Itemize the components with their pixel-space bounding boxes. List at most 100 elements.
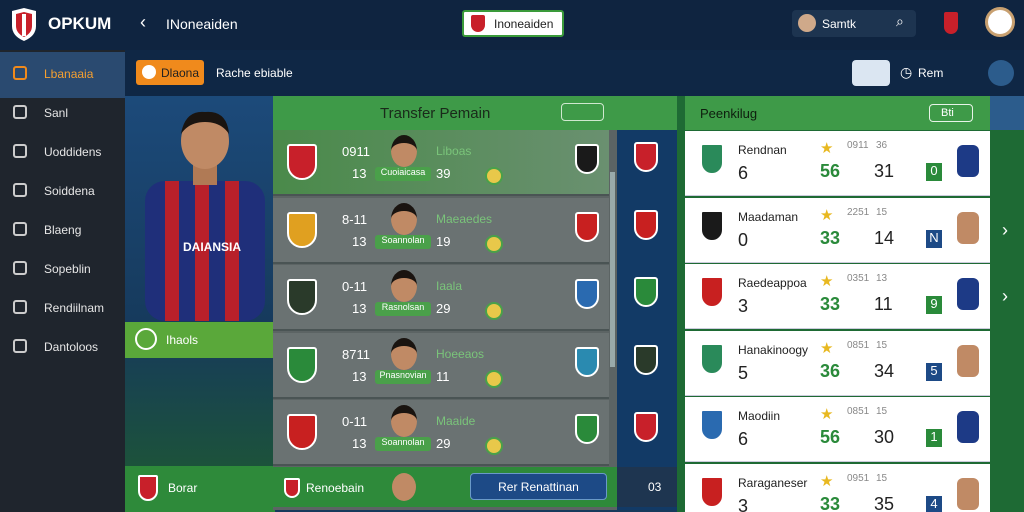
- sidebar-item[interactable]: Lbanaaia: [44, 67, 94, 81]
- ranking-stat-a: 33: [820, 294, 841, 314]
- star: ★: [820, 472, 834, 490]
- transfer-footer-avatar: [392, 473, 416, 501]
- sidebar-icon: [13, 261, 27, 275]
- notification-icon[interactable]: [944, 12, 958, 34]
- transfer-row[interactable]: [273, 197, 609, 264]
- ranking-rank: 6: [738, 163, 749, 183]
- transfer-row[interactable]: [273, 130, 609, 196]
- sidebar-item[interactable]: Uoddidens: [44, 145, 102, 159]
- status-icon: [485, 302, 503, 320]
- ranking-small-a: 0351: [847, 273, 870, 284]
- player-avatar: [391, 270, 417, 302]
- ranking-rank: 0: [738, 229, 749, 250]
- toolbar-badge[interactable]: [988, 60, 1014, 86]
- player-avatar: [391, 337, 417, 370]
- dropdown-icon: [471, 15, 485, 32]
- transfer-row[interactable]: [273, 400, 609, 466]
- player-tag: Pnasnovian: [375, 369, 431, 384]
- club-badge: [634, 277, 658, 307]
- ranking-avatar: [957, 278, 979, 310]
- transfer-row[interactable]: [273, 265, 609, 331]
- club-badge: [700, 143, 724, 175]
- club-badge: [634, 142, 658, 172]
- search-text: Samtk: [822, 17, 857, 31]
- close-button[interactable]: [990, 96, 1024, 130]
- transfer-filter[interactable]: [561, 103, 604, 121]
- star: ★: [820, 406, 834, 423]
- status-icon: [485, 369, 503, 388]
- status-icon: [485, 167, 503, 185]
- sidebar-item[interactable]: Soiddena: [44, 184, 95, 198]
- player-tag: Cuoiaicasa: [375, 167, 431, 181]
- sidebar-icon: [13, 339, 27, 353]
- sidebar-item[interactable]: Sopeblin: [44, 262, 91, 276]
- club-badge: [575, 279, 599, 309]
- transfer-score: 0-11: [342, 279, 368, 294]
- ranking-small-a: 0851: [847, 339, 870, 351]
- ranking-name: Raedeappoa: [738, 276, 807, 290]
- ranking-small-b: 36: [876, 140, 888, 151]
- transfer-title: Transfer Pemain: [380, 105, 491, 122]
- player-name: Iaala: [436, 279, 463, 293]
- next-arrow[interactable]: ›: [1002, 286, 1008, 306]
- transfer-score: 0911: [342, 144, 370, 159]
- sidebar: [0, 50, 125, 512]
- ranking-name: Raraganeser: [738, 475, 808, 490]
- ranking-small-a: 0851: [847, 406, 870, 417]
- club-badge: [575, 211, 599, 242]
- dropdown-label: Inoneaiden: [494, 17, 554, 31]
- star: ★: [820, 339, 834, 357]
- ranking-filter[interactable]: [929, 104, 973, 122]
- player-tag: Soannolan: [375, 234, 431, 249]
- club-badge: [575, 144, 599, 174]
- player-portrait: [145, 111, 265, 321]
- sidebar-item[interactable]: Rendiilnam: [44, 301, 105, 315]
- ranking-stat-a: 36: [820, 360, 841, 381]
- ranking-small-b: 15: [876, 339, 888, 351]
- sidebar-item[interactable]: Dantoloos: [44, 340, 99, 354]
- club-badge: [287, 414, 317, 450]
- transfer-button-label: Rer Renattinan: [498, 480, 579, 494]
- transfer-score: 8711: [342, 346, 370, 362]
- ranking-filter-label: Bti: [941, 107, 954, 119]
- transfer-button[interactable]: [470, 473, 607, 500]
- ranking-stat-a: 56: [820, 161, 841, 181]
- ranking-badge: 0: [926, 163, 942, 181]
- transfer-sub: 13: [352, 436, 367, 451]
- sidebar-item[interactable]: Sanl: [44, 106, 69, 120]
- player-number: 11: [436, 368, 450, 384]
- breadcrumb: INoneaiden: [166, 16, 238, 32]
- ranking-stat-b: 14: [874, 227, 895, 248]
- logo-shield: [12, 8, 36, 41]
- ranking-rank: 3: [738, 495, 749, 512]
- back-button[interactable]: ‹: [140, 12, 146, 32]
- ranking-small-b: 15: [876, 206, 888, 218]
- profile-avatar[interactable]: [985, 7, 1015, 37]
- ranking-row[interactable]: [685, 197, 990, 263]
- player-number: 19: [436, 233, 451, 249]
- ranking-avatar: [957, 477, 979, 510]
- club-badge: [287, 211, 317, 248]
- club-badge: [700, 276, 724, 308]
- search-icon[interactable]: ⌕: [896, 13, 904, 29]
- toolbar-toggle[interactable]: [852, 60, 890, 86]
- search-avatar: [798, 14, 816, 32]
- toolbar-clock: ◷: [900, 64, 913, 80]
- ranking-small-a: 2251: [847, 206, 870, 218]
- next-arrow[interactable]: ›: [1002, 220, 1008, 240]
- ranking-name: Rendnan: [738, 143, 787, 157]
- transfer-row[interactable]: [273, 332, 609, 399]
- status-icon: [485, 437, 503, 455]
- sidebar-item[interactable]: Blaeng: [44, 223, 82, 237]
- club-column-header: [617, 96, 677, 130]
- player-tag-icon: [135, 328, 157, 350]
- sidebar-icon: [13, 105, 27, 119]
- player-name: Maaide: [436, 414, 476, 428]
- ranking-stat-b: 34: [874, 360, 895, 381]
- club-badge: [634, 209, 658, 240]
- scrollbar[interactable]: [610, 172, 615, 367]
- player-number: 29: [436, 301, 451, 316]
- star: ★: [820, 273, 834, 290]
- ranking-small-a: 0951: [847, 472, 870, 484]
- ranking-name: Hanakinoogy: [738, 342, 809, 357]
